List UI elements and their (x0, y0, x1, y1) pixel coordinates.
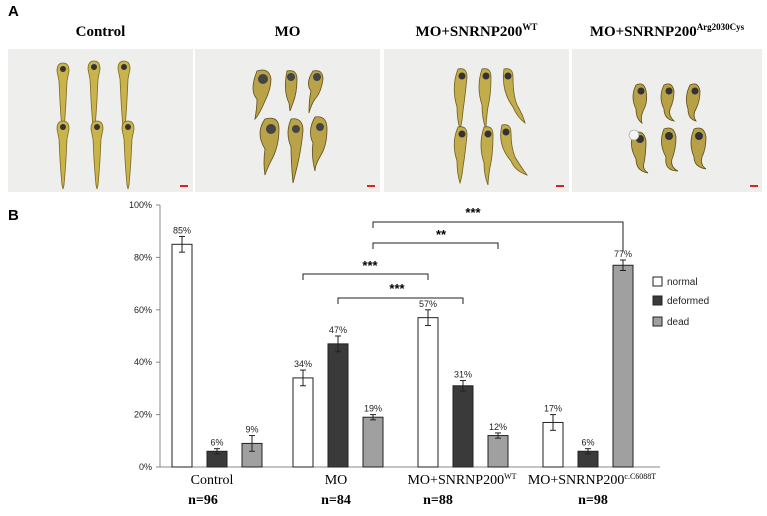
data-label: 6% (210, 438, 223, 448)
panel-b-label: B (8, 207, 19, 224)
photo-mo-wt (384, 49, 569, 192)
y-tick-label: 40% (134, 357, 152, 367)
data-label: 57% (419, 299, 437, 309)
legend-swatch-normal (652, 276, 663, 287)
y-tick-label: 60% (134, 305, 152, 315)
legend-swatch-deformed (652, 295, 663, 306)
bar-dead (612, 264, 634, 468)
legend-label-normal: normal (667, 277, 698, 288)
sample-size-label: n=96 (188, 493, 218, 508)
sample-size-label: n=88 (423, 493, 453, 508)
data-label: 17% (544, 404, 562, 414)
data-label: 6% (581, 438, 594, 448)
x-category-label: Control (191, 473, 234, 488)
sample-size-label: n=84 (321, 493, 351, 508)
y-tick-label: 0% (139, 462, 152, 472)
bar-deformed (452, 385, 474, 468)
photo-control (8, 49, 193, 192)
sample-size-label: n=98 (578, 493, 608, 508)
data-label: 34% (294, 359, 312, 369)
significance-bracket (337, 297, 464, 304)
bar-normal (417, 317, 439, 468)
bar-normal (292, 377, 314, 468)
significance-label: *** (389, 281, 405, 296)
photo-title-mo-mutant: MO+SNRNP200Arg2030Cys (589, 22, 745, 40)
bar-normal (171, 243, 193, 468)
significance-label: *** (465, 205, 481, 220)
data-label: 47% (329, 325, 347, 335)
bar-dead (487, 435, 509, 468)
x-category-label: MO (325, 473, 348, 488)
data-label: 31% (454, 370, 472, 380)
photo-mo-mutant (572, 49, 762, 192)
photo-title-mo-wt: MO+SNRNP200WT (415, 22, 538, 40)
photo-mo (195, 49, 380, 192)
significance-bracket (302, 273, 429, 280)
photo-title-mo: MO (274, 24, 301, 40)
y-tick-label: 80% (134, 252, 152, 262)
significance-label: ** (436, 227, 447, 242)
data-label: 9% (245, 425, 258, 435)
y-tick-label: 20% (134, 410, 152, 420)
data-label: 12% (489, 422, 507, 432)
significance-bracket (372, 221, 624, 252)
data-label: 85% (173, 225, 191, 235)
panel-a-label: A (8, 3, 19, 20)
significance-bracket (372, 242, 499, 249)
legend-swatch-dead (652, 316, 663, 327)
bar-dead (362, 416, 384, 468)
x-category-label: MO+SNRNP200c.C6088T (528, 472, 656, 488)
data-label: 19% (364, 404, 382, 414)
x-category-label: MO+SNRNP200WT (407, 472, 516, 488)
significance-label: *** (362, 258, 378, 273)
legend-label-deformed: deformed (667, 296, 709, 307)
y-tick-label: 100% (129, 200, 152, 210)
data-label: 77% (614, 249, 632, 259)
legend-label-dead: dead (667, 317, 689, 328)
bar-deformed (327, 343, 349, 468)
photo-title-control: Control (75, 24, 126, 40)
